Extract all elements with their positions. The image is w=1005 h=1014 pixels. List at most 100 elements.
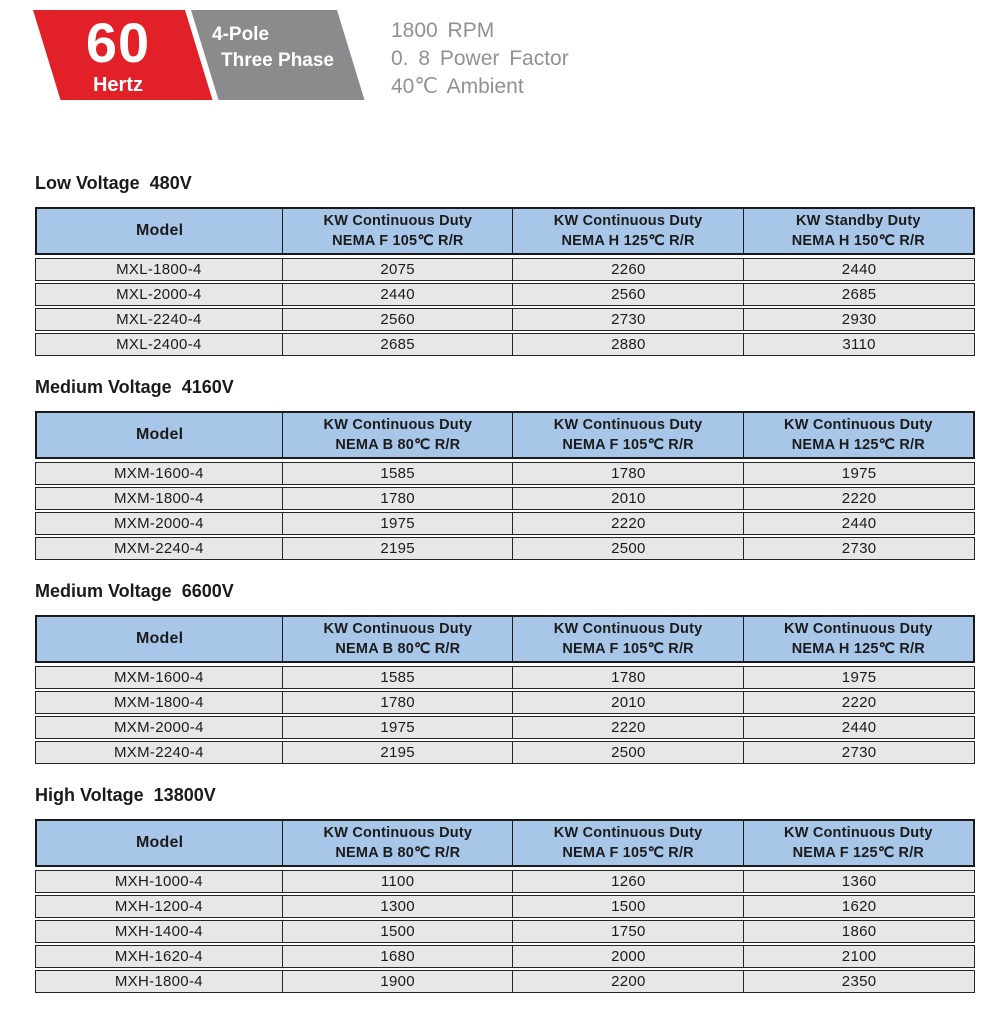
kw-cell: 2200 bbox=[512, 971, 743, 992]
column-header-line1: KW Continuous Duty bbox=[323, 417, 473, 433]
column-header-line2: NEMA H 150℃ R/R bbox=[791, 233, 925, 249]
section-title-name: Low Voltage bbox=[35, 173, 140, 193]
ratings-table: Model KW Continuous Duty NEMA B 80℃ R/R … bbox=[35, 819, 975, 993]
model-cell: MXH-1000-4 bbox=[114, 873, 203, 890]
ratings-table: Model KW Continuous Duty NEMA F 105℃ R/R… bbox=[35, 207, 975, 356]
table-row: MXM-1600-4 1585 1780 1975 bbox=[35, 666, 975, 689]
kw-cell: 2440 bbox=[743, 717, 974, 738]
kw-cell: 1780 bbox=[281, 488, 513, 509]
model-cell: MXM-2000-4 bbox=[114, 719, 204, 736]
section-title: High Voltage 13800V bbox=[35, 784, 975, 806]
table-header-row: Model KW Continuous Duty NEMA B 80℃ R/R … bbox=[35, 411, 975, 459]
column-header: KW Continuous Duty NEMA H 125℃ R/R bbox=[742, 617, 973, 661]
frequency-unit: Hertz bbox=[92, 74, 143, 96]
section-title: Medium Voltage 6600V bbox=[35, 580, 975, 602]
kw-cell: 2730 bbox=[743, 742, 974, 763]
model-cell: MXM-2000-4 bbox=[114, 515, 204, 532]
column-header-line2: NEMA F 125℃ R/R bbox=[792, 845, 925, 861]
kw-cell: 2075 bbox=[281, 259, 513, 280]
column-header-line1: KW Continuous Duty bbox=[784, 621, 933, 637]
model-cell: MXH-1400-4 bbox=[114, 923, 203, 940]
column-header-line1: KW Continuous Duty bbox=[784, 417, 933, 433]
ratings-table: Model KW Continuous Duty NEMA B 80℃ R/R … bbox=[35, 615, 975, 764]
section-title: Medium Voltage 4160V bbox=[35, 376, 975, 398]
model-cell: MXL-2240-4 bbox=[116, 311, 202, 328]
section-title-voltage: 480V bbox=[149, 173, 192, 193]
kw-cell: 1975 bbox=[281, 513, 513, 534]
table-row: MXM-2240-4 2195 2500 2730 bbox=[35, 537, 975, 560]
kw-cell: 2440 bbox=[743, 259, 974, 280]
model-cell: MXM-2240-4 bbox=[114, 540, 204, 557]
section-medium-voltage-4160v: Medium Voltage 4160V Model KW Continuous … bbox=[35, 376, 975, 560]
section-title-name: High Voltage bbox=[35, 785, 144, 805]
kw-cell: 2560 bbox=[512, 284, 743, 305]
column-header: KW Continuous Duty NEMA H 125℃ R/R bbox=[512, 209, 742, 253]
table-row: MXH-1200-4 1300 1500 1620 bbox=[35, 895, 975, 918]
column-header-line2: NEMA B 80℃ R/R bbox=[335, 437, 461, 453]
kw-cell: 2730 bbox=[512, 309, 743, 330]
column-header-line2: NEMA F 105℃ R/R bbox=[332, 233, 464, 249]
model-cell: MXM-1800-4 bbox=[114, 694, 204, 711]
model-cell: MXL-1800-4 bbox=[116, 261, 202, 278]
column-header-line2: NEMA H 125℃ R/R bbox=[791, 437, 925, 453]
phase-label: Three Phase bbox=[221, 49, 334, 71]
section-high-voltage-13800v: High Voltage 13800V Model KW Continuous D… bbox=[35, 784, 975, 993]
model-cell: MXH-1620-4 bbox=[114, 948, 203, 965]
rpm-spec: 1800 RPM bbox=[391, 19, 495, 42]
table-header-row: Model KW Continuous Duty NEMA B 80℃ R/R … bbox=[35, 615, 975, 663]
column-header-line1: KW Continuous Duty bbox=[553, 213, 703, 229]
kw-cell: 3110 bbox=[743, 334, 974, 355]
ratings-table: Model KW Continuous Duty NEMA B 80℃ R/R … bbox=[35, 411, 975, 560]
kw-cell: 2195 bbox=[281, 742, 513, 763]
table-row: MXH-1000-4 1100 1260 1360 bbox=[35, 870, 975, 893]
kw-cell: 2560 bbox=[281, 309, 513, 330]
kw-cell: 1750 bbox=[512, 921, 743, 942]
kw-cell: 2500 bbox=[512, 538, 743, 559]
column-header-model: Model bbox=[136, 833, 184, 851]
column-header-line1: KW Continuous Duty bbox=[323, 621, 473, 637]
section-title-voltage: 4160V bbox=[181, 377, 234, 397]
model-cell: MXH-1200-4 bbox=[114, 898, 203, 915]
section-title-voltage: 6600V bbox=[181, 581, 234, 601]
column-header-model: Model bbox=[136, 425, 184, 443]
kw-cell: 2685 bbox=[743, 284, 974, 305]
kw-cell: 1300 bbox=[281, 896, 513, 917]
kw-cell: 2220 bbox=[512, 717, 743, 738]
column-header: KW Continuous Duty NEMA H 125℃ R/R bbox=[742, 413, 973, 457]
section-medium-voltage-6600v: Medium Voltage 6600V Model KW Continuous … bbox=[35, 580, 975, 764]
kw-cell: 2220 bbox=[743, 488, 974, 509]
kw-cell: 1780 bbox=[281, 692, 513, 713]
column-header: KW Continuous Duty NEMA F 105℃ R/R bbox=[282, 209, 512, 253]
table-row: MXM-2000-4 1975 2220 2440 bbox=[35, 512, 975, 535]
table-row: MXL-1800-4 2075 2260 2440 bbox=[35, 258, 975, 281]
kw-cell: 1780 bbox=[512, 667, 743, 688]
kw-cell: 1100 bbox=[281, 871, 513, 892]
kw-cell: 1500 bbox=[512, 896, 743, 917]
rating-specs: 1800 RPM 0. 8 Power Factor 40℃ Ambient bbox=[391, 17, 569, 101]
kw-cell: 2260 bbox=[512, 259, 743, 280]
kw-cell: 1680 bbox=[281, 946, 513, 967]
model-cell: MXM-1600-4 bbox=[114, 465, 204, 482]
table-header-row: Model KW Continuous Duty NEMA B 80℃ R/R … bbox=[35, 819, 975, 867]
kw-cell: 2195 bbox=[281, 538, 513, 559]
section-title-voltage: 13800V bbox=[153, 785, 216, 805]
kw-cell: 2100 bbox=[743, 946, 974, 967]
kw-cell: 2730 bbox=[743, 538, 974, 559]
power-factor-spec: 0. 8 Power Factor bbox=[391, 47, 569, 70]
column-header-line1: KW Continuous Duty bbox=[323, 213, 473, 229]
table-row: MXM-1600-4 1585 1780 1975 bbox=[35, 462, 975, 485]
column-header-model: Model bbox=[136, 629, 184, 647]
kw-cell: 1260 bbox=[512, 871, 743, 892]
section-title-name: Medium Voltage bbox=[35, 581, 172, 601]
column-header-line1: KW Continuous Duty bbox=[553, 417, 703, 433]
column-header: KW Continuous Duty NEMA F 105℃ R/R bbox=[512, 821, 742, 865]
model-cell: MXM-2240-4 bbox=[114, 744, 204, 761]
kw-cell: 2685 bbox=[281, 334, 513, 355]
kw-cell: 2220 bbox=[512, 513, 743, 534]
kw-cell: 1975 bbox=[743, 463, 974, 484]
model-cell: MXL-2400-4 bbox=[116, 336, 202, 353]
ambient-spec: 40℃ Ambient bbox=[391, 75, 524, 98]
kw-cell: 2220 bbox=[743, 692, 974, 713]
model-cell: MXH-1800-4 bbox=[114, 973, 203, 990]
column-header-line2: NEMA H 125℃ R/R bbox=[791, 641, 925, 657]
